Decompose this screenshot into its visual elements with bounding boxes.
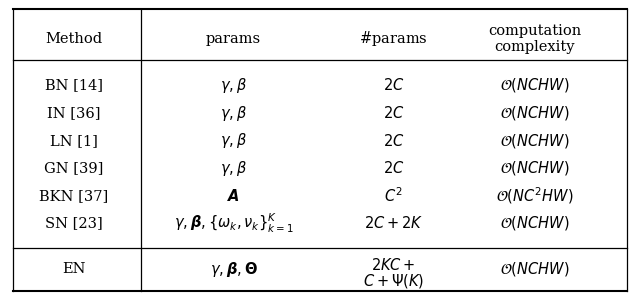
Text: $C + \Psi(K)$: $C + \Psi(K)$ — [363, 272, 424, 290]
Text: BN [14]: BN [14] — [45, 79, 102, 92]
Text: $2C + 2K$: $2C + 2K$ — [364, 215, 423, 232]
Text: BKN [37]: BKN [37] — [39, 189, 108, 203]
Text: $\mathcal{O}(NCHW)$: $\mathcal{O}(NCHW)$ — [500, 76, 569, 94]
Text: LN [1]: LN [1] — [50, 134, 97, 148]
Text: $\mathcal{O}(NC^2HW)$: $\mathcal{O}(NC^2HW)$ — [495, 185, 573, 206]
Text: $\gamma, \boldsymbol{\beta}, \{\omega_k, \nu_k\}_{k=1}^{K}$: $\gamma, \boldsymbol{\beta}, \{\omega_k,… — [174, 212, 293, 235]
Text: $\mathcal{O}(NCHW)$: $\mathcal{O}(NCHW)$ — [500, 260, 569, 278]
Text: $\mathcal{O}(NCHW)$: $\mathcal{O}(NCHW)$ — [500, 132, 569, 150]
Text: $\gamma, \boldsymbol{\beta}, \boldsymbol{\Theta}$: $\gamma, \boldsymbol{\beta}, \boldsymbol… — [210, 260, 257, 279]
Text: complexity: complexity — [494, 40, 575, 53]
Text: Method: Method — [45, 32, 102, 46]
Text: EN: EN — [62, 262, 85, 276]
Text: GN [39]: GN [39] — [44, 161, 103, 175]
Text: computation: computation — [488, 25, 581, 38]
Text: $2C$: $2C$ — [383, 77, 404, 94]
Text: $\gamma, \beta$: $\gamma, \beta$ — [220, 159, 247, 178]
Text: $\gamma, \beta$: $\gamma, \beta$ — [220, 76, 247, 95]
Text: $2C$: $2C$ — [383, 105, 404, 121]
Text: $C^2$: $C^2$ — [384, 187, 403, 205]
Text: $2C$: $2C$ — [383, 133, 404, 149]
Text: $2KC+$: $2KC+$ — [371, 257, 416, 274]
Text: $\gamma, \beta$: $\gamma, \beta$ — [220, 131, 247, 150]
Text: $\mathcal{O}(NCHW)$: $\mathcal{O}(NCHW)$ — [500, 214, 569, 232]
Text: $\#$params: $\#$params — [359, 29, 428, 49]
Text: $2C$: $2C$ — [383, 160, 404, 176]
Text: IN [36]: IN [36] — [47, 106, 100, 120]
Text: $\gamma, \beta$: $\gamma, \beta$ — [220, 103, 247, 123]
Text: $\mathcal{O}(NCHW)$: $\mathcal{O}(NCHW)$ — [500, 104, 569, 122]
Text: SN [23]: SN [23] — [45, 217, 102, 230]
Text: $\boldsymbol{A}$: $\boldsymbol{A}$ — [227, 188, 240, 204]
Text: params: params — [206, 32, 261, 46]
Text: $\mathcal{O}(NCHW)$: $\mathcal{O}(NCHW)$ — [500, 159, 569, 177]
